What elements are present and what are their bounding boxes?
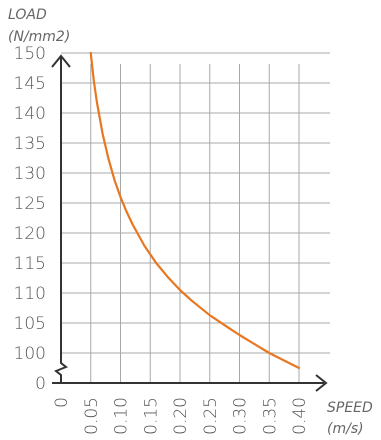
x-tick-label: 0.25 (201, 397, 221, 435)
y-tick-label: 145 (14, 74, 46, 94)
x-axis-title-line1: SPEED (327, 400, 373, 416)
x-tick-label: 0.05 (82, 397, 102, 435)
y-axis-title-line1: LOAD (8, 7, 47, 23)
y-tick-label: 100 (14, 344, 46, 364)
series (89, 51, 301, 370)
y-tick-label: 0 (35, 374, 46, 394)
y-tick-label: 110 (14, 284, 46, 304)
x-tick-label: 0.30 (231, 397, 251, 435)
y-tick-label: 135 (14, 134, 46, 154)
x-tick-label: 0 (52, 397, 72, 408)
axes (51, 54, 328, 392)
y-axis-arrow (51, 54, 71, 68)
x-tick-label: 0.40 (290, 397, 310, 435)
y-axis-title-line2: (N/mm2) (8, 29, 70, 45)
x-tick-label: 0.35 (260, 397, 280, 435)
grid (61, 52, 330, 383)
x-axis-arrow (315, 374, 328, 392)
y-axis-line-lower (54, 357, 68, 383)
y-tick-label: 120 (14, 224, 46, 244)
y-tick-label: 130 (14, 164, 46, 184)
y-tick-label: 140 (14, 104, 46, 124)
x-tick-label: 0.20 (171, 397, 191, 435)
tick-labels: 0 0.05 0.10 0.15 0.20 0.25 0.30 0.35 0.40 0 100 105… (14, 44, 310, 435)
x-axis-title-line2: (m/s) (327, 421, 364, 437)
x-tick-label: 0.15 (141, 397, 161, 435)
y-tick-label: 150 (14, 44, 46, 64)
x-tick-label: 0.10 (112, 397, 132, 435)
y-tick-label: 115 (14, 254, 46, 274)
y-tick-label: 125 (14, 194, 46, 214)
series-line (89, 51, 301, 370)
y-tick-label: 105 (14, 314, 46, 334)
